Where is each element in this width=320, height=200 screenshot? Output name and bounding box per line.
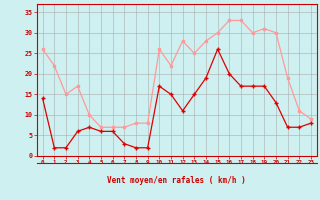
X-axis label: Vent moyen/en rafales ( km/h ): Vent moyen/en rafales ( km/h ) — [108, 176, 246, 185]
